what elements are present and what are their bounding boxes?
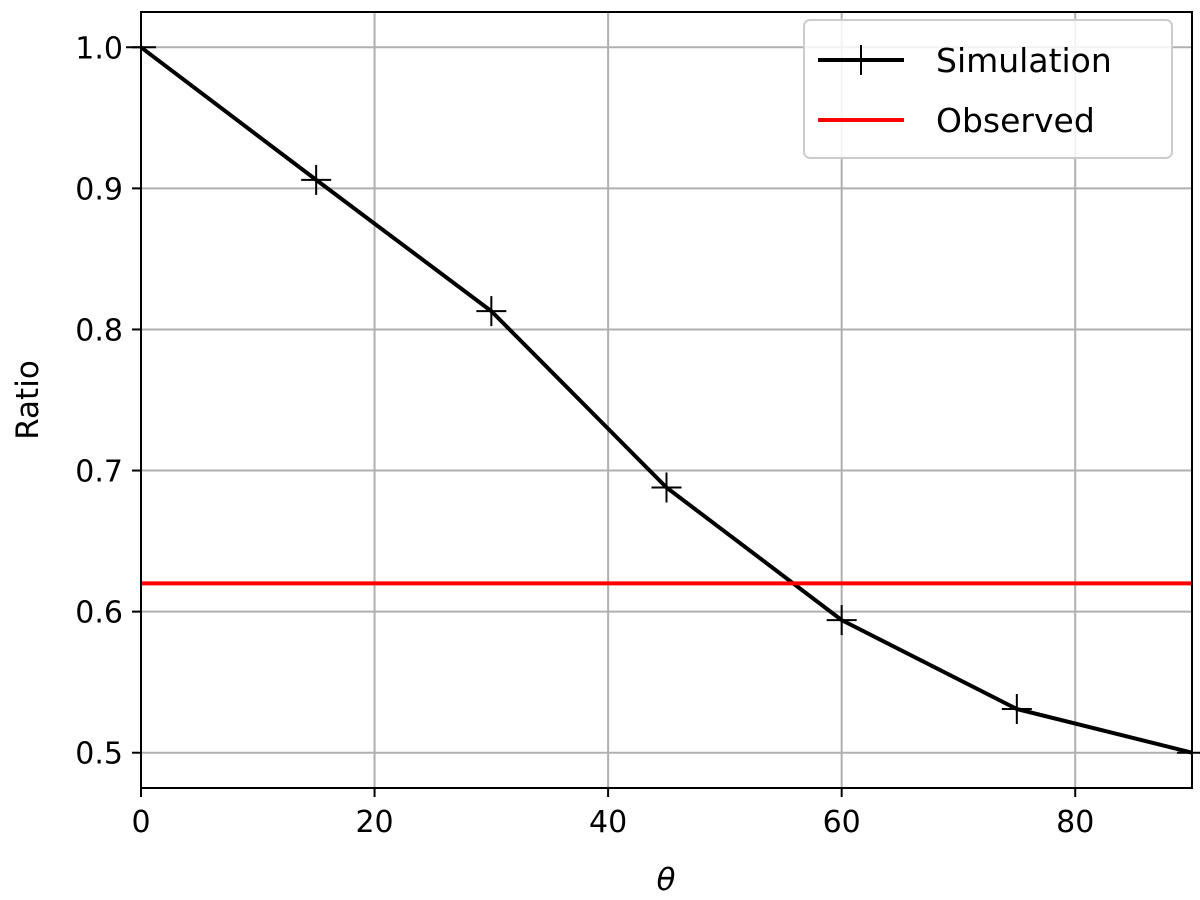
x-tick-label: 40 bbox=[589, 805, 627, 840]
simulation-point bbox=[651, 472, 682, 503]
simulation-point bbox=[826, 605, 857, 636]
legend-label-observed: Observed bbox=[936, 101, 1095, 140]
y-tick-label: 0.9 bbox=[75, 172, 123, 207]
y-tick-label: 0.5 bbox=[75, 737, 123, 772]
y-tick-label: 0.6 bbox=[75, 596, 123, 631]
plot-frame bbox=[140, 11, 1193, 789]
y-tick-label: 0.8 bbox=[75, 313, 123, 348]
legend-label-simulation: Simulation bbox=[936, 41, 1112, 80]
legend-box bbox=[803, 19, 1173, 159]
series-layer bbox=[126, 32, 1200, 768]
y-tick-label: 1.0 bbox=[75, 31, 123, 66]
simulation-point bbox=[301, 164, 332, 195]
x-tick-label: 0 bbox=[131, 805, 150, 840]
x-tick-label: 60 bbox=[823, 805, 861, 840]
x-axis-label: θ bbox=[657, 862, 676, 898]
simulation-point bbox=[1001, 693, 1032, 724]
x-tick-label: 80 bbox=[1056, 805, 1094, 840]
simulation-point bbox=[476, 296, 507, 327]
x-tick-label: 20 bbox=[355, 805, 393, 840]
legend: Simulation Observed bbox=[803, 19, 1173, 159]
y-tick-label: 0.7 bbox=[75, 455, 123, 490]
axis-ticks: 0 20 40 60 80 0.5 0.6 0.7 0.8 0.9 1.0 bbox=[75, 31, 1094, 840]
y-axis-label: Ratio bbox=[10, 360, 46, 440]
